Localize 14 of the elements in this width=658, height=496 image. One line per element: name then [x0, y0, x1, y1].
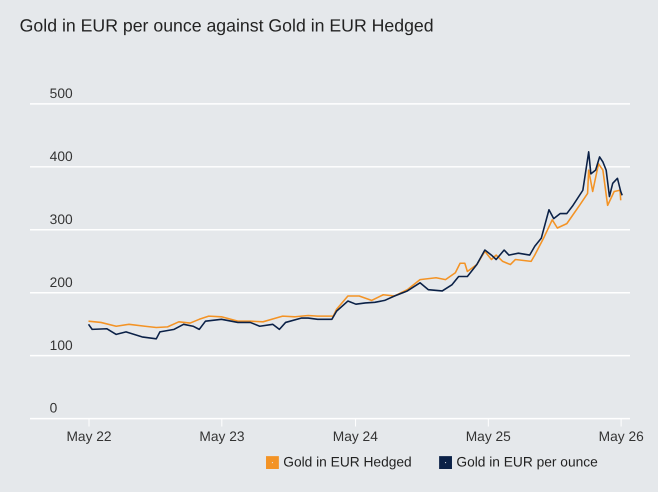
x-tick-label: May 26 — [598, 429, 644, 444]
x-tick-label: May 24 — [332, 429, 378, 444]
legend-label: Gold in EUR per ounce — [456, 454, 598, 470]
legend-label: Gold in EUR Hedged — [283, 454, 412, 470]
y-tick-label: 100 — [50, 338, 73, 353]
x-tick-label: May 22 — [66, 429, 112, 444]
x-tick-label: May 25 — [466, 429, 512, 444]
chart-title: Gold in EUR per ounce against Gold in EUR Hedged — [20, 16, 434, 36]
y-tick-label: 400 — [50, 148, 73, 164]
y-tick-label: 500 — [50, 86, 73, 101]
x-tick-label: May 23 — [199, 429, 245, 444]
y-tick-label: 200 — [50, 274, 73, 290]
y-tick-label: 0 — [50, 400, 58, 416]
y-tick-label: 300 — [50, 212, 73, 227]
